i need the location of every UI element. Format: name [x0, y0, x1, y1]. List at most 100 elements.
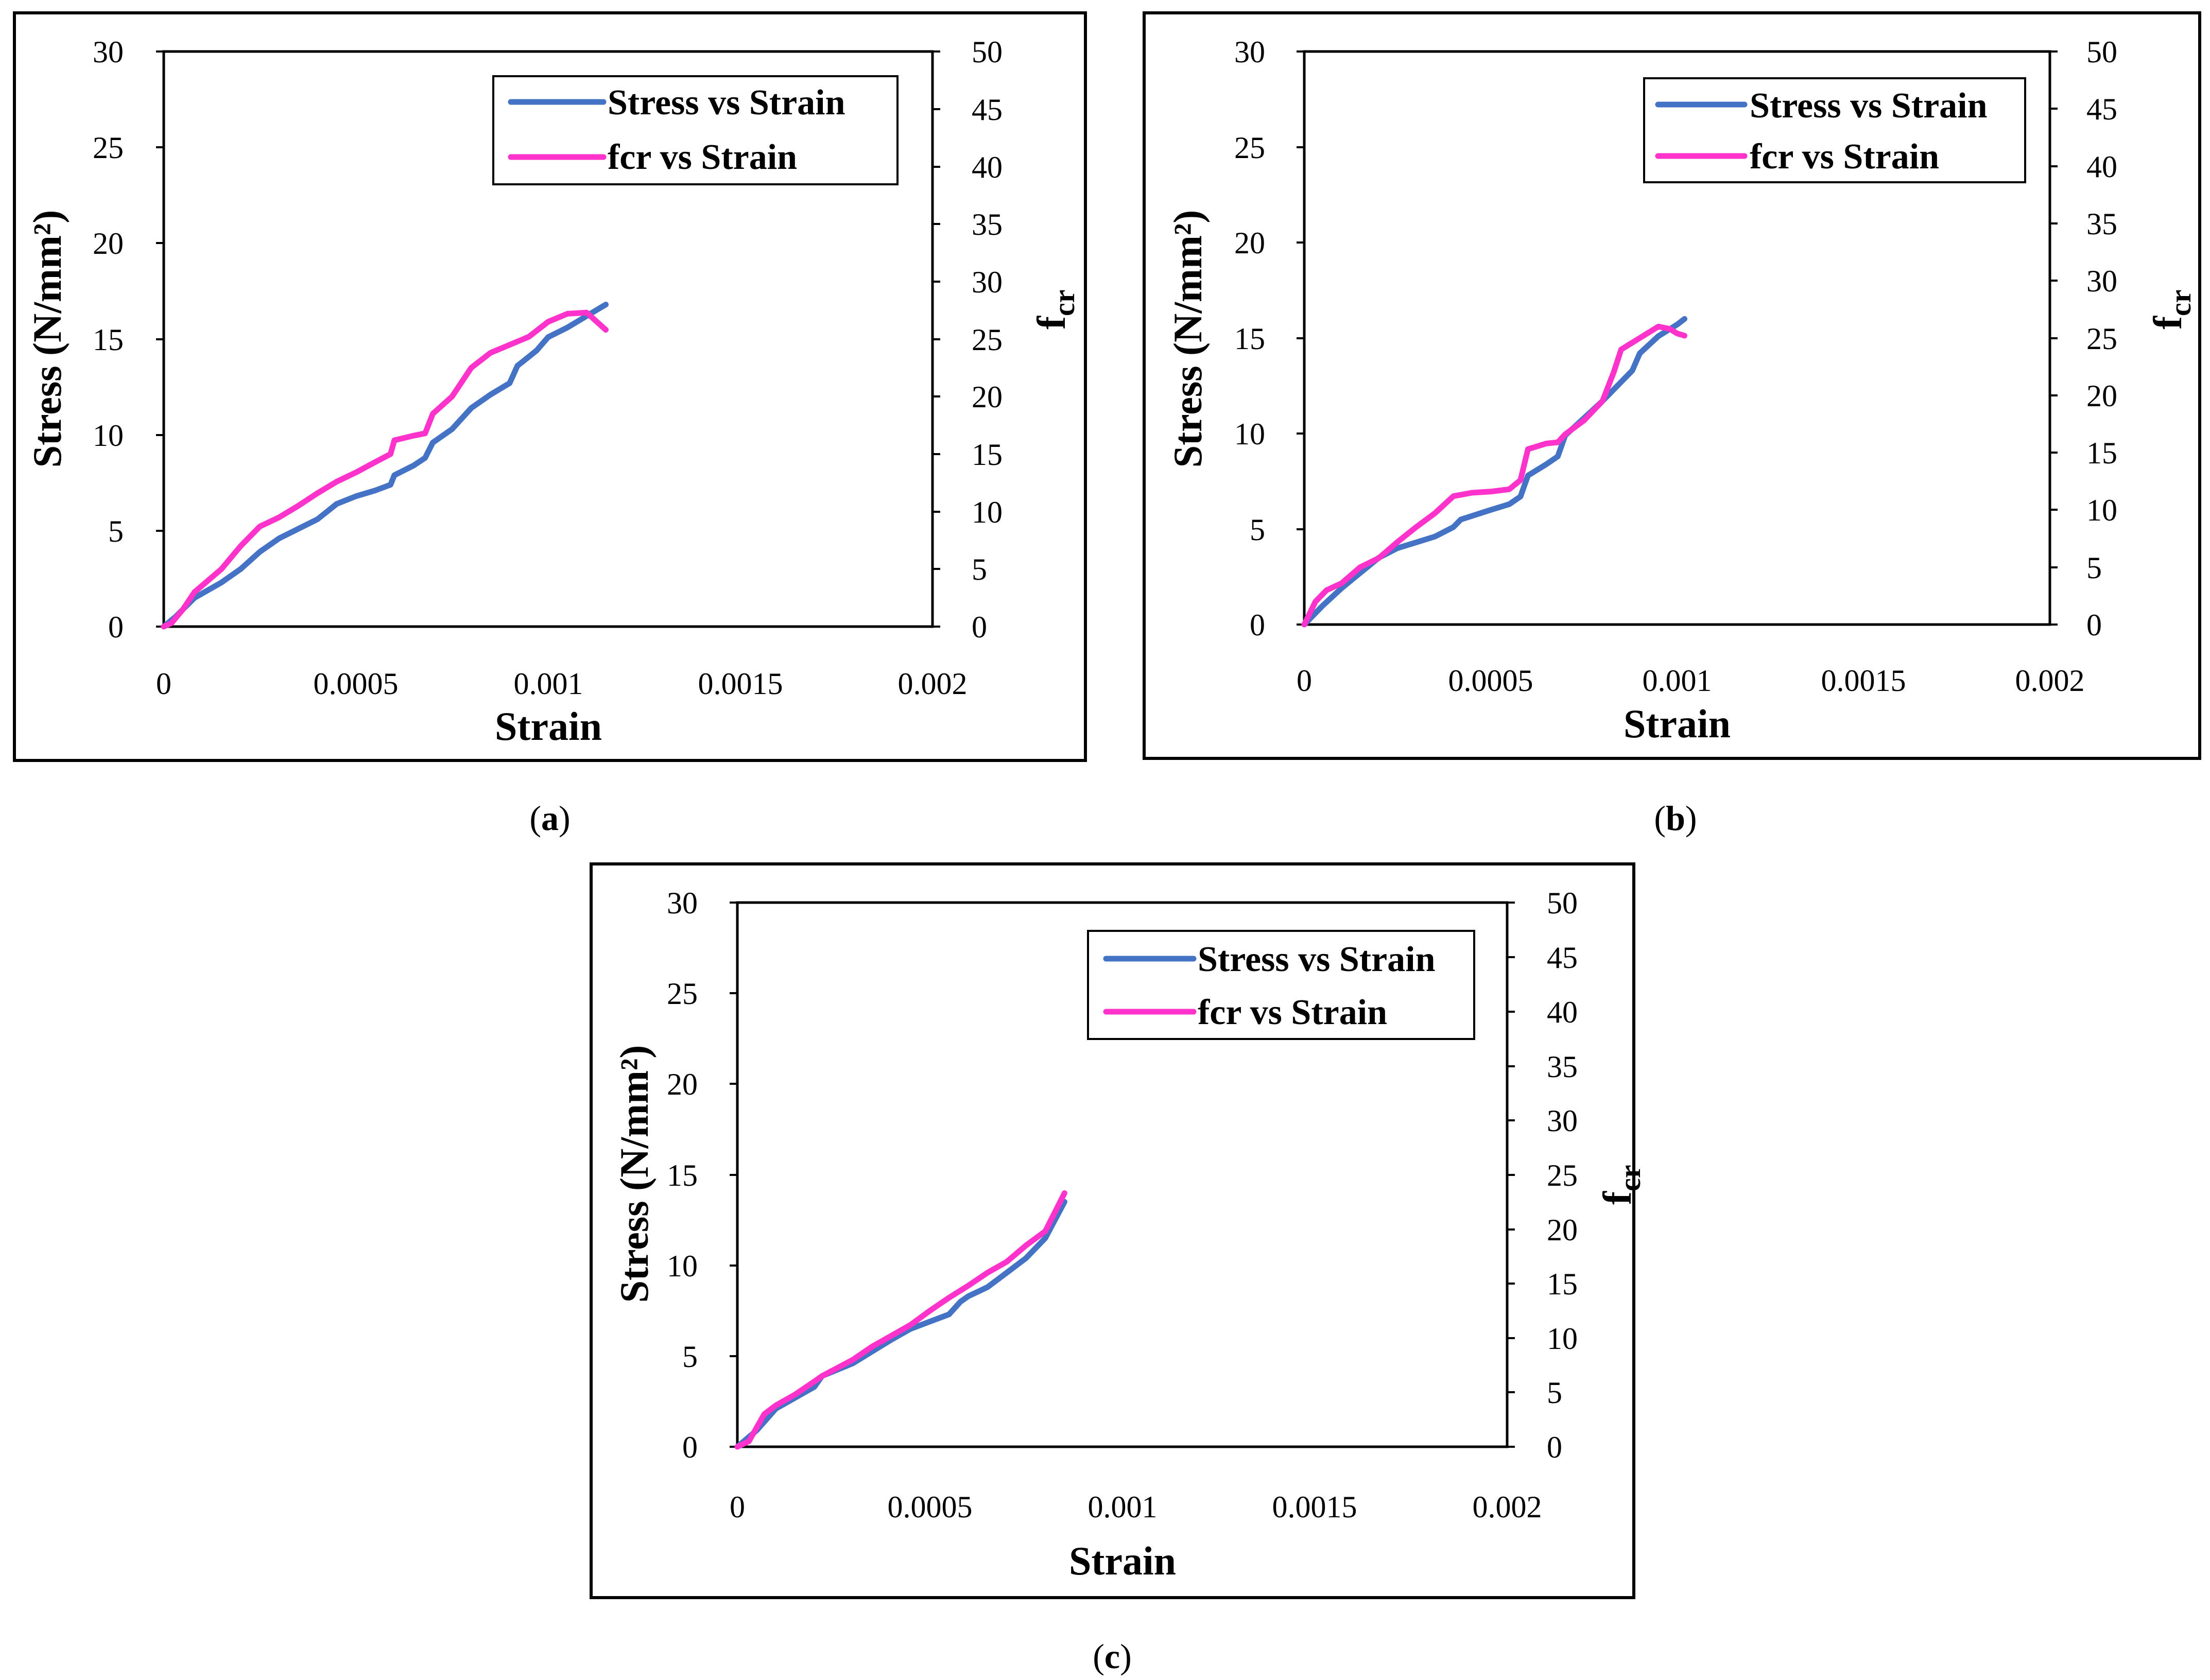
panel-a-frame	[13, 11, 1087, 762]
panel-a-y2tick-label: 40	[972, 150, 1003, 184]
panel-b-xtick-label: 0.0005	[1448, 664, 1533, 698]
panel-a-xtick-label: 0.002	[898, 667, 968, 701]
panel-c-ytick-label: 0	[682, 1430, 698, 1464]
panel-b-y2tick-label: 20	[2086, 379, 2117, 413]
panel-b-right-ticks: 0 5 10 15 20 25 30 35 40 45 50	[2050, 35, 2117, 642]
panel-a: 0 5 10 15 20 25 30 0 5 10 15 20 25	[13, 11, 1087, 838]
panel-b-y2tick-label: 45	[2086, 92, 2117, 126]
panel-a-x-axis-title: Strain	[495, 704, 602, 749]
panel-b-ytick-label: 15	[1234, 322, 1265, 356]
panel-b-xtick-label: 0.001	[1643, 664, 1712, 698]
panel-b-caption: (b)	[1654, 799, 1697, 838]
panel-b-ytick-label: 25	[1234, 131, 1265, 165]
panel-b-legend-box	[1643, 77, 2026, 183]
panel-a-y2-title-main: f	[1029, 316, 1074, 330]
panel-b-xtick-label: 0	[1297, 664, 1312, 698]
panel-a-xtick-label: 0	[156, 667, 171, 701]
panel-c-y2tick-label: 35	[1547, 1050, 1578, 1084]
panel-b-frame	[1143, 11, 2201, 760]
panel-b-y2tick-label: 30	[2086, 264, 2117, 298]
panel-c-y-axis-title: Stress (N/mm²)	[612, 1045, 657, 1303]
panel-b-legend: Stress vs Strain fcr vs Strain	[1643, 77, 2026, 183]
panel-a-y2tick-label: 50	[972, 35, 1003, 69]
panel-a-legend: Stress vs Strain fcr vs Strain	[492, 75, 899, 185]
panel-b-y2-axis-title: fcr	[2145, 290, 2197, 330]
panel-b-stress-line	[1301, 316, 1687, 628]
panel-b-xtick-label: 0.0015	[1821, 664, 1906, 698]
panel-c-y2tick-label: 15	[1547, 1267, 1578, 1301]
panel-b-y2tick-label: 0	[2086, 608, 2102, 642]
panel-a-y2-axis-title: fcr	[1029, 290, 1081, 330]
panel-c-y2tick-label: 25	[1547, 1158, 1578, 1192]
panel-c-ytick-label: 15	[667, 1158, 698, 1192]
panel-b-y2tick-label: 25	[2086, 322, 2117, 356]
svg-text:fcr: fcr	[2145, 290, 2197, 330]
panel-a-xtick-label: 0.0015	[698, 667, 783, 701]
panel-c-legend-box	[1087, 930, 1475, 1040]
panel-c-x-ticks: 0 0.0005 0.001 0.0015 0.002	[730, 1490, 1542, 1524]
panel-c-y2-axis-title: fcr	[1595, 1165, 1647, 1205]
panel-a-ytick-label: 5	[108, 514, 124, 548]
panel-a-fcr-line	[161, 309, 609, 630]
panel-c-y2tick-label: 30	[1547, 1104, 1578, 1138]
panel-a-ytick-label: 15	[93, 323, 124, 357]
panel-c-ytick-label: 25	[667, 977, 698, 1011]
panel-c-frame	[590, 862, 1635, 1599]
panel-a-y2-title-sub: cr	[1047, 290, 1081, 317]
panel-c-legend-fcr-label: fcr vs Strain	[1198, 993, 1387, 1032]
panel-c-legend: Stress vs Strain fcr vs Strain	[1087, 930, 1475, 1040]
panel-b-y2tick-label: 35	[2086, 207, 2117, 241]
panel-a-ytick-label: 0	[108, 610, 124, 644]
panel-b-y2tick-label: 40	[2086, 150, 2117, 184]
panel-b-y-axis-title: Stress (N/mm²)	[1165, 210, 1210, 468]
panel-b-ytick-label: 5	[1250, 513, 1265, 547]
panel-b-y2tick-label: 50	[2086, 35, 2117, 69]
panel-c-caption: (c)	[1093, 1637, 1132, 1676]
panel-c-left-ticks: 0 5 10 15 20 25 30	[667, 886, 737, 1464]
panel-a-y2tick-label: 0	[972, 610, 987, 644]
panel-c-fcr-line	[734, 1190, 1067, 1450]
panel-a-stress-line	[161, 302, 609, 630]
panel-a-y2tick-label: 25	[972, 323, 1003, 357]
panel-c-xtick-label: 0.002	[1473, 1490, 1542, 1524]
panel-a-y2tick-label: 35	[972, 207, 1003, 241]
panel-b-left-ticks: 0 5 10 15 20 25 30	[1234, 35, 1304, 642]
panel-a-ytick-label: 25	[93, 131, 124, 165]
panel-b-y2tick-label: 10	[2086, 493, 2117, 527]
panel-c-legend-stress-label: Stress vs Strain	[1198, 940, 1436, 979]
panel-c-right-ticks: 0 5 10 15 20 25 30 35 40 45 50	[1507, 886, 1578, 1464]
panel-b-x-ticks: 0 0.0005 0.001 0.0015 0.002	[1297, 664, 2085, 698]
panel-a-y2tick-label: 5	[972, 552, 987, 586]
panel-a-legend-fcr-label: fcr vs Strain	[608, 137, 797, 177]
panel-b: 0 5 10 15 20 25 30 0 5 10 15 20 25	[1143, 11, 2201, 838]
panel-b-ytick-label: 30	[1234, 35, 1265, 69]
panel-c-y2tick-label: 20	[1547, 1213, 1578, 1247]
panel-a-xtick-label: 0.001	[514, 667, 583, 701]
panel-a-legend-box	[492, 75, 899, 185]
panel-a-ytick-label: 10	[93, 419, 124, 453]
panel-b-ytick-label: 20	[1234, 226, 1265, 260]
panel-c-x-axis-title: Strain	[1069, 1538, 1176, 1583]
panel-b-y2-title-sub: cr	[2164, 290, 2197, 317]
panel-c-y2tick-label: 50	[1547, 886, 1578, 920]
panel-c-ytick-label: 30	[667, 886, 698, 920]
panel-c-ytick-label: 10	[667, 1249, 698, 1283]
svg-text:fcr: fcr	[1595, 1165, 1647, 1205]
panel-a-caption: (a)	[529, 799, 570, 838]
panel-a-y2tick-label: 15	[972, 438, 1003, 472]
panel-c-y2-title-main: f	[1595, 1191, 1639, 1205]
panel-c-xtick-label: 0.001	[1088, 1490, 1158, 1524]
panel-a-xtick-label: 0.0005	[314, 667, 399, 701]
panel-a-y2tick-label: 20	[972, 380, 1003, 414]
panel-b-xtick-label: 0.002	[2015, 664, 2085, 698]
panel-b-ytick-label: 0	[1250, 608, 1265, 642]
panel-c-stress-line	[734, 1199, 1067, 1450]
svg-text:fcr: fcr	[1029, 290, 1081, 330]
panel-c-xtick-label: 0.0015	[1272, 1490, 1357, 1524]
panel-b-ytick-label: 10	[1234, 417, 1265, 451]
panel-c-y2tick-label: 0	[1547, 1430, 1562, 1464]
panel-a-x-ticks: 0 0.0005 0.001 0.0015 0.002	[156, 667, 968, 701]
panel-c-y2tick-label: 5	[1547, 1376, 1562, 1410]
panel-c-y2tick-label: 10	[1547, 1322, 1578, 1356]
panel-a-y2tick-label: 10	[972, 495, 1003, 529]
